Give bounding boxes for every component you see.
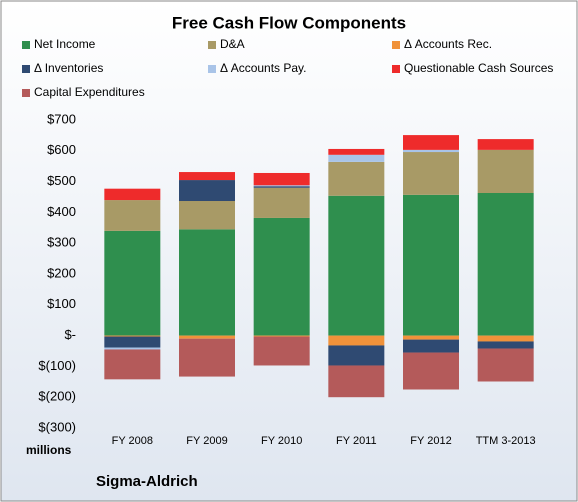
legend-label: Questionable Cash Sources (404, 61, 553, 75)
y-tick-label: $100 (47, 296, 76, 311)
y-tick-label: $700 (47, 111, 76, 126)
bar-segment (403, 352, 459, 390)
legend-label: D&A (220, 37, 245, 51)
bar-segment (253, 336, 310, 366)
legend-label: Δ Accounts Pay. (220, 61, 307, 75)
bar-segment (477, 341, 534, 349)
bar-segment (253, 187, 310, 218)
bar-segment (328, 345, 385, 366)
x-tick-label: FY 2009 (186, 435, 227, 447)
x-tick-label: FY 2011 (336, 435, 377, 447)
x-tick-label: FY 2010 (261, 435, 302, 447)
bar-segment (403, 152, 459, 195)
bar-segment (253, 186, 310, 188)
bar-segment (477, 335, 534, 342)
bar-segment (328, 365, 385, 398)
x-tick-label: TTM 3-2013 (476, 435, 536, 447)
bar-segment (328, 161, 385, 196)
legend-swatch (392, 41, 400, 49)
x-tick-label: FY 2008 (112, 435, 153, 447)
y-tick-label: $- (64, 327, 76, 342)
bar-segment (403, 339, 459, 353)
bar-segment (179, 229, 235, 336)
bar-segment (403, 335, 459, 340)
bar-segment (179, 180, 235, 202)
bar-segment (104, 347, 161, 350)
legend-swatch (22, 65, 30, 73)
legend-label: Capital Expenditures (34, 85, 145, 99)
bar-segment (253, 172, 310, 186)
bar-segment (328, 148, 385, 155)
legend-swatch (22, 41, 30, 49)
bar-segment (403, 194, 459, 336)
legend-label: Δ Inventories (34, 61, 103, 75)
bar-segment (253, 217, 310, 336)
bar-segment (477, 139, 534, 150)
y-tick-label: $(300) (38, 419, 76, 434)
bar-segment (477, 192, 534, 336)
legend-swatch (22, 89, 30, 97)
x-tick-label: FY 2012 (410, 435, 451, 447)
bar-segment (104, 336, 161, 348)
bar-segment (477, 348, 534, 382)
bar-segment (328, 335, 385, 346)
bar-segment (179, 335, 235, 339)
unit-label: millions (26, 443, 72, 457)
bar-segment (179, 172, 235, 181)
y-tick-label: $500 (47, 173, 76, 188)
bar-segment (104, 200, 161, 231)
legend-label: Net Income (34, 37, 96, 51)
bar-segment (328, 195, 385, 336)
bar-segment (179, 201, 235, 230)
legend-swatch (208, 65, 216, 73)
bar-segment (403, 149, 459, 153)
y-tick-label: $400 (47, 204, 76, 219)
legend-swatch (392, 65, 400, 73)
legend-swatch (208, 41, 216, 49)
y-tick-label: $600 (47, 142, 76, 157)
bar-segment (253, 185, 310, 187)
y-tick-label: $(200) (38, 389, 76, 404)
bar-segment (253, 335, 310, 337)
legend-label: Δ Accounts Rec. (404, 37, 492, 51)
bar-segment (477, 149, 534, 193)
bar-segment (104, 335, 161, 337)
y-tick-label: $300 (47, 235, 76, 250)
bar-segment (104, 230, 161, 336)
y-tick-label: $(100) (38, 358, 76, 373)
y-tick-label: $200 (47, 265, 76, 280)
bar-segment (328, 154, 385, 162)
bar-segment (179, 338, 235, 377)
chart-title: Free Cash Flow Components (172, 13, 406, 32)
bar-segment (104, 188, 161, 201)
source-label: Sigma-Aldrich (96, 473, 198, 490)
bar-segment (104, 349, 161, 380)
bar-segment (403, 135, 459, 150)
